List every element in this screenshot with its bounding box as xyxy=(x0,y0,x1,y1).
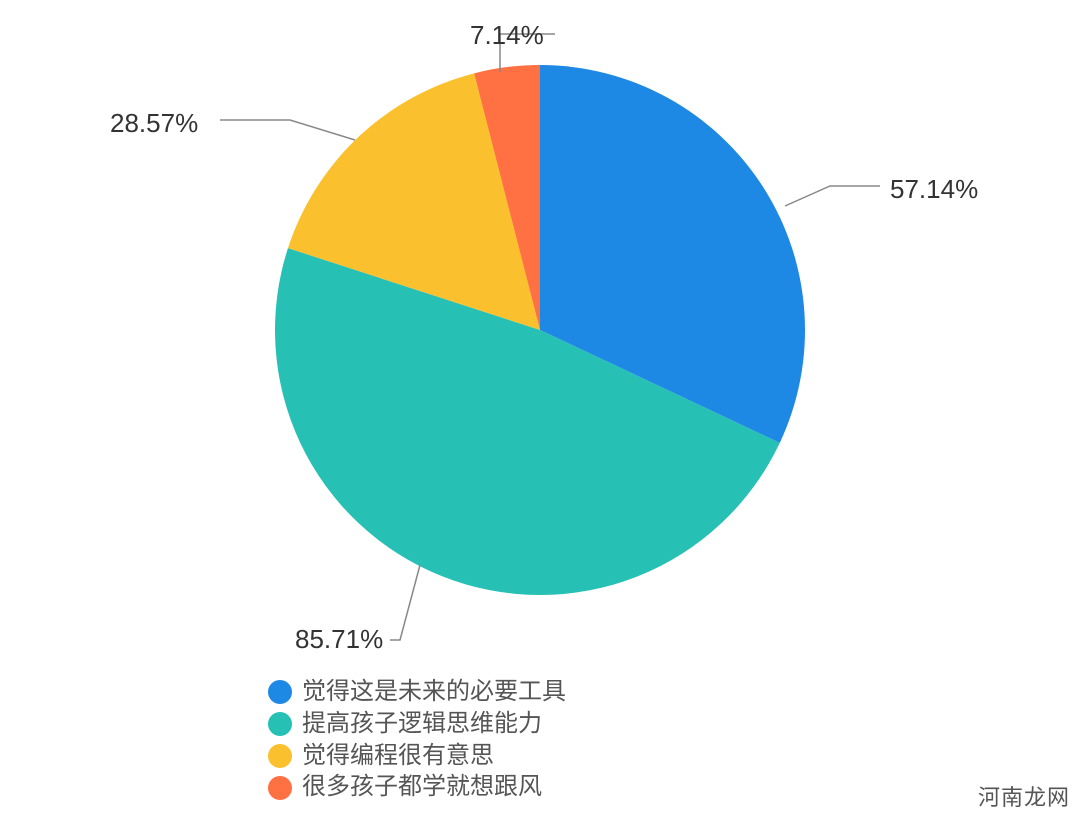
pie-chart-container: 57.14% 85.71% 28.57% 7.14% 觉得这是未来的必要工具 提… xyxy=(0,0,1080,818)
legend-item-1: 提高孩子逻辑思维能力 xyxy=(268,710,566,739)
slice-label-2: 28.57% xyxy=(110,108,198,139)
slice-label-0: 57.14% xyxy=(890,174,978,205)
legend-label-0: 觉得这是未来的必要工具 xyxy=(302,678,566,707)
legend-swatch-0 xyxy=(268,680,292,704)
watermark: 河南龙网 xyxy=(978,780,1070,812)
slice-label-3: 7.14% xyxy=(470,20,544,51)
legend-swatch-2 xyxy=(268,744,292,768)
legend-item-0: 觉得这是未来的必要工具 xyxy=(268,678,566,707)
leader-line-2 xyxy=(220,120,355,140)
legend-label-2: 觉得编程很有意思 xyxy=(302,742,494,771)
legend-item-2: 觉得编程很有意思 xyxy=(268,742,566,771)
leader-line-0 xyxy=(785,186,880,206)
legend-swatch-3 xyxy=(268,776,292,800)
legend: 觉得这是未来的必要工具 提高孩子逻辑思维能力 觉得编程很有意思 很多孩子都学就想… xyxy=(268,678,566,802)
legend-label-3: 很多孩子都学就想跟风 xyxy=(302,773,542,802)
legend-label-1: 提高孩子逻辑思维能力 xyxy=(302,710,542,739)
slice-label-1: 85.71% xyxy=(295,624,383,655)
legend-swatch-1 xyxy=(268,712,292,736)
legend-item-3: 很多孩子都学就想跟风 xyxy=(268,773,566,802)
leader-line-1 xyxy=(390,565,420,640)
